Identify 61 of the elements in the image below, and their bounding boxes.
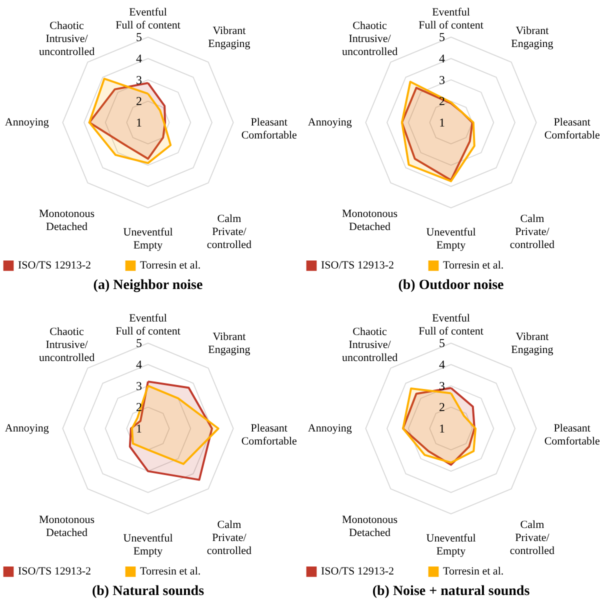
spoke-label: Vibrant Engaging <box>511 24 554 50</box>
y-tick-label: 4 <box>439 357 446 372</box>
spoke-label: Calm Private/ controlled <box>206 519 252 558</box>
y-tick-label: 4 <box>136 357 142 372</box>
y-tick-label: 5 <box>136 336 142 350</box>
legend-label: ISO/TS 12913-2 <box>18 566 92 578</box>
legend-label: ISO/TS 12913-2 <box>321 566 394 578</box>
spoke-label: Calm Private/ controlled <box>206 213 252 252</box>
y-tick-label: 2 <box>136 94 142 108</box>
spoke-label: Eventful Full of content <box>116 312 180 338</box>
spoke-label: Uneventful Empty <box>426 226 476 252</box>
y-tick-label: 1 <box>136 116 142 130</box>
spoke-label: Annoying <box>4 422 50 434</box>
spoke-label: Vibrant Engaging <box>208 330 251 356</box>
y-tick-label: 1 <box>439 116 446 130</box>
spoke-label: Monotonous Detached <box>342 208 398 234</box>
y-tick-label: 4 <box>136 51 142 66</box>
y-tick-label: 2 <box>439 400 446 414</box>
spoke-label: Pleasant Comfortable <box>544 422 600 448</box>
y-tick-label: 5 <box>439 336 446 350</box>
spoke-label: Vibrant Engaging <box>208 24 251 50</box>
spoke-label: Annoying <box>308 422 352 434</box>
text: (b) Outdoor noise <box>398 278 504 293</box>
spoke-label: Pleasant Comfortable <box>544 116 600 142</box>
spoke-label: Pleasant Comfortable <box>241 422 298 448</box>
legend-label: ISO/TS 12913-2 <box>18 260 92 272</box>
spoke-label: Pleasant Comfortable <box>241 116 298 142</box>
y-tick-label: 5 <box>439 30 446 44</box>
y-tick-label: 4 <box>439 51 446 66</box>
legend-label: Torresin et al. <box>443 566 504 578</box>
legend-label: ISO/TS 12913-2 <box>321 260 394 272</box>
y-tick-label: 1 <box>439 422 446 436</box>
spoke-label: Annoying <box>308 116 352 128</box>
spoke-label: Eventful Full of content <box>116 6 180 32</box>
y-tick-label: 3 <box>136 378 142 393</box>
legend-label: Torresin et al. <box>140 566 201 578</box>
spoke-label: Eventful Full of content <box>418 312 484 338</box>
spoke-label: Chaotic Intrusive/ uncontrolled <box>342 20 398 58</box>
spoke-label: Monotonous Detached <box>342 514 398 540</box>
spoke-label: Calm Private/ controlled <box>510 519 556 558</box>
text: (a) Neighbor noise <box>93 278 203 293</box>
text: (b) Natural sounds <box>92 584 205 599</box>
spoke-label: Uneventful Empty <box>123 532 173 558</box>
spoke-label: Chaotic Intrusive/ uncontrolled <box>342 326 398 364</box>
spoke-label: Monotonous Detached <box>38 208 95 234</box>
y-tick-label: 1 <box>136 422 142 436</box>
spoke-label: Chaotic Intrusive/ uncontrolled <box>38 326 96 364</box>
spoke-label: Uneventful Empty <box>426 532 476 558</box>
y-tick-label: 5 <box>136 30 142 44</box>
spoke-label: Uneventful Empty <box>123 226 173 252</box>
spoke-label: Annoying <box>4 116 50 128</box>
spoke-label: Calm Private/ controlled <box>510 213 556 252</box>
spoke-label: Eventful Full of content <box>418 6 484 32</box>
y-tick-label: 3 <box>136 72 142 87</box>
legend-label: Torresin et al. <box>140 260 201 272</box>
spoke-label: Monotonous Detached <box>38 514 95 540</box>
legend-label: Torresin et al. <box>443 260 504 272</box>
spoke-label: Vibrant Engaging <box>511 330 554 356</box>
y-tick-label: 3 <box>439 72 446 87</box>
spoke-label: Chaotic Intrusive/ uncontrolled <box>38 20 96 58</box>
text: (b) Noise + natural sounds <box>372 584 530 599</box>
